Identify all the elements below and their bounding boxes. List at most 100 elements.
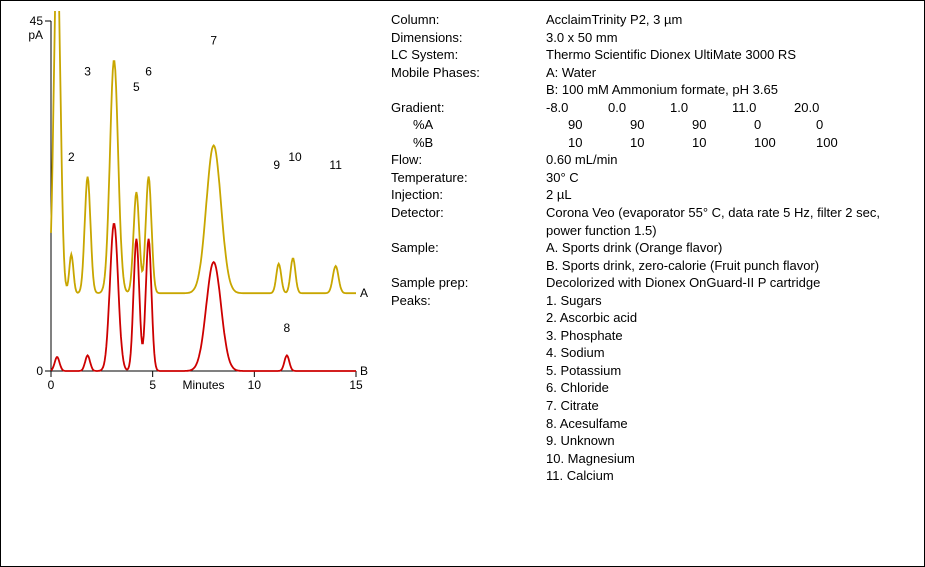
- gradient-row-a-label: %A: [391, 116, 568, 134]
- info-sample-prep: Sample prep: Decolorized with Dionex OnG…: [391, 274, 914, 292]
- info-peaks-row-2: 3. Phosphate: [391, 327, 914, 345]
- value-flow: 0.60 mL/min: [546, 151, 914, 169]
- svg-text:0: 0: [48, 378, 55, 392]
- value-peaks-5: 6. Chloride: [546, 379, 914, 397]
- info-temperature: Temperature: 30° C: [391, 169, 914, 187]
- gradient-row-b-label: %B: [391, 134, 568, 152]
- value-detector: Corona Veo (evaporator 55° C, data rate …: [546, 204, 914, 239]
- trace-A: [51, 11, 356, 293]
- info-peaks-row-8: 9. Unknown: [391, 432, 914, 450]
- info-mobile-phases-b-row: B: 100 mM Ammonium formate, pH 3.65: [391, 81, 914, 99]
- gradient-a-2: 90: [692, 116, 754, 134]
- gradient-row-a: %A 90 90 90 0 0: [391, 116, 914, 134]
- label-lc-system: LC System:: [391, 46, 546, 64]
- info-detector: Detector: Corona Veo (evaporator 55° C, …: [391, 204, 914, 239]
- gradient-b-2: 10: [692, 134, 754, 152]
- info-mobile-phases: Mobile Phases: A: Water: [391, 64, 914, 82]
- chromatogram-chart: 045pA051015Minutes123456791011A8B: [11, 11, 371, 411]
- peak-label-5: 5: [133, 80, 140, 94]
- gradient-b-3: 100: [754, 134, 816, 152]
- trace-label-B: B: [360, 364, 368, 378]
- gradient-b-0: 10: [568, 134, 630, 152]
- peak-label-9: 9: [273, 158, 280, 172]
- value-peaks-2: 3. Phosphate: [546, 327, 914, 345]
- info-dimensions: Dimensions: 3.0 x 50 mm: [391, 29, 914, 47]
- info-injection: Injection: 2 µL: [391, 186, 914, 204]
- label-gradient: Gradient:: [391, 99, 546, 117]
- gradient-time-2: 1.0: [670, 99, 732, 117]
- peak-label-6: 6: [145, 64, 152, 78]
- gradient-b-1: 10: [630, 134, 692, 152]
- gradient-time-1: 0.0: [608, 99, 670, 117]
- svg-text:0: 0: [36, 364, 43, 378]
- info-flow: Flow: 0.60 mL/min: [391, 151, 914, 169]
- value-temperature: 30° C: [546, 169, 914, 187]
- value-mobile-phases-b: B: 100 mM Ammonium formate, pH 3.65: [546, 81, 914, 99]
- label-column: Column:: [391, 11, 546, 29]
- info-peaks-row-9: 10. Magnesium: [391, 450, 914, 468]
- value-injection: 2 µL: [546, 186, 914, 204]
- info-peaks-row-4: 5. Potassium: [391, 362, 914, 380]
- value-sample-b: B. Sports drink, zero-calorie (Fruit pun…: [546, 257, 914, 275]
- value-peaks-3: 4. Sodium: [546, 344, 914, 362]
- value-peaks-4: 5. Potassium: [546, 362, 914, 380]
- value-dimensions: 3.0 x 50 mm: [546, 29, 914, 47]
- gradient-a-0: 90: [568, 116, 630, 134]
- peak-label-3: 3: [84, 64, 91, 78]
- label-sample-prep: Sample prep:: [391, 274, 546, 292]
- value-mobile-phases-a: A: Water: [546, 64, 914, 82]
- value-peaks-0: 1. Sugars: [546, 292, 914, 310]
- gradient-time-0: -8.0: [546, 99, 608, 117]
- info-peaks-row-1: 2. Ascorbic acid: [391, 309, 914, 327]
- label-detector: Detector:: [391, 204, 546, 239]
- value-peaks-1: 2. Ascorbic acid: [546, 309, 914, 327]
- gradient-a-4: 0: [816, 116, 878, 134]
- trace-label-A: A: [360, 286, 368, 300]
- info-peaks: Peaks: 1. Sugars: [391, 292, 914, 310]
- gradient-time-3: 11.0: [732, 99, 794, 117]
- svg-text:pA: pA: [28, 28, 43, 42]
- value-peaks-9: 10. Magnesium: [546, 450, 914, 468]
- svg-text:45: 45: [30, 14, 44, 28]
- peak-label-7: 7: [210, 33, 217, 47]
- peak-label-11: 11: [329, 158, 342, 172]
- gradient-b-4: 100: [816, 134, 878, 152]
- value-peaks-6: 7. Citrate: [546, 397, 914, 415]
- value-peaks-8: 9. Unknown: [546, 432, 914, 450]
- label-temperature: Temperature:: [391, 169, 546, 187]
- info-column: Column: AcclaimTrinity P2, 3 µm: [391, 11, 914, 29]
- svg-text:5: 5: [149, 378, 156, 392]
- peak-label-8: 8: [284, 321, 291, 335]
- info-lc-system: LC System: Thermo Scientific Dionex Ulti…: [391, 46, 914, 64]
- svg-text:Minutes: Minutes: [182, 378, 224, 392]
- info-peaks-row-6: 7. Citrate: [391, 397, 914, 415]
- label-peaks: Peaks:: [391, 292, 546, 310]
- peak-label-10: 10: [288, 150, 302, 164]
- value-sample-prep: Decolorized with Dionex OnGuard-II P car…: [546, 274, 914, 292]
- label-flow: Flow:: [391, 151, 546, 169]
- method-info-panel: Column: AcclaimTrinity P2, 3 µm Dimensio…: [391, 11, 914, 556]
- value-sample-a: A. Sports drink (Orange flavor): [546, 239, 914, 257]
- gradient-row-b: %B 10 10 10 100 100: [391, 134, 914, 152]
- info-peaks-row-5: 6. Chloride: [391, 379, 914, 397]
- value-peaks-7: 8. Acesulfame: [546, 415, 914, 433]
- info-sample: Sample: A. Sports drink (Orange flavor): [391, 239, 914, 257]
- info-peaks-row-3: 4. Sodium: [391, 344, 914, 362]
- label-mobile-phases: Mobile Phases:: [391, 64, 546, 82]
- label-sample: Sample:: [391, 239, 546, 257]
- value-peaks-10: 11. Calcium: [546, 467, 914, 485]
- value-column: AcclaimTrinity P2, 3 µm: [546, 11, 914, 29]
- gradient-header-row: Gradient: -8.0 0.0 1.0 11.0 20.0: [391, 99, 914, 117]
- gradient-a-3: 0: [754, 116, 816, 134]
- svg-text:15: 15: [349, 378, 363, 392]
- gradient-a-1: 90: [630, 116, 692, 134]
- info-sample-b-row: B. Sports drink, zero-calorie (Fruit pun…: [391, 257, 914, 275]
- label-injection: Injection:: [391, 186, 546, 204]
- label-dimensions: Dimensions:: [391, 29, 546, 47]
- svg-text:10: 10: [248, 378, 262, 392]
- info-peaks-row-7: 8. Acesulfame: [391, 415, 914, 433]
- value-lc-system: Thermo Scientific Dionex UltiMate 3000 R…: [546, 46, 914, 64]
- peak-label-2: 2: [68, 150, 75, 164]
- info-peaks-row-10: 11. Calcium: [391, 467, 914, 485]
- gradient-time-4: 20.0: [794, 99, 856, 117]
